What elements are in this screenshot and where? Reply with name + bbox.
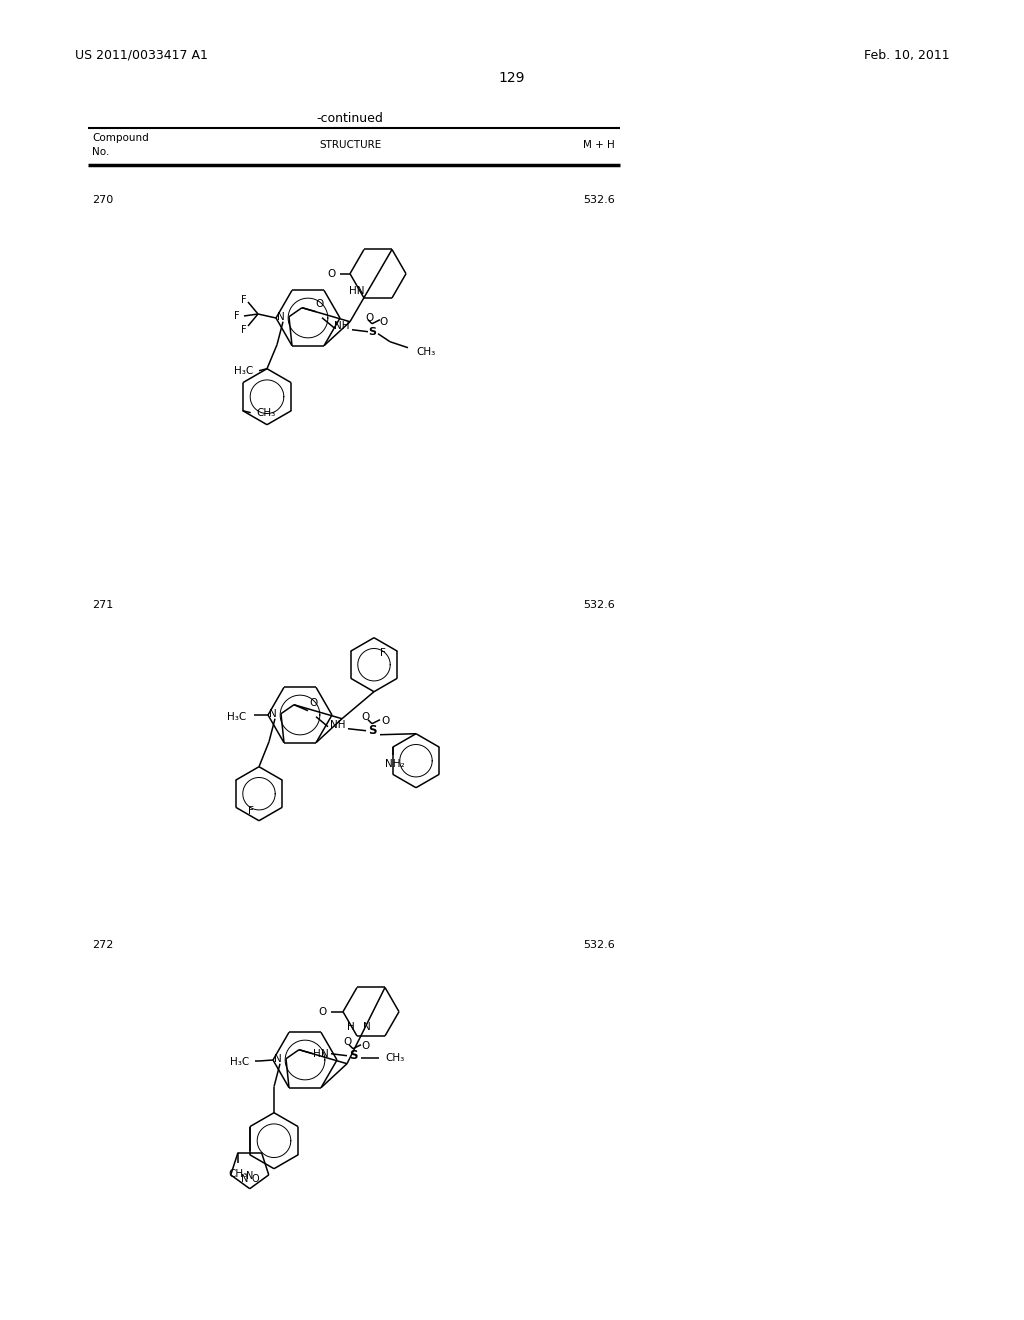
Text: US 2011/0033417 A1: US 2011/0033417 A1 bbox=[75, 49, 208, 62]
Text: NH₂: NH₂ bbox=[385, 759, 404, 770]
Text: M + H: M + H bbox=[584, 140, 615, 150]
Text: O: O bbox=[251, 1173, 259, 1184]
Text: H₃C: H₃C bbox=[226, 711, 246, 722]
Text: NH: NH bbox=[334, 321, 350, 331]
Text: No.: No. bbox=[92, 147, 110, 157]
Text: F: F bbox=[248, 807, 254, 816]
Text: H₃C: H₃C bbox=[229, 1057, 249, 1067]
Text: N: N bbox=[246, 1171, 253, 1180]
Text: HN: HN bbox=[348, 286, 364, 296]
Text: O: O bbox=[366, 313, 374, 322]
Text: 532.6: 532.6 bbox=[584, 940, 615, 950]
Text: H₃C: H₃C bbox=[233, 366, 253, 376]
Text: H: H bbox=[347, 1022, 355, 1032]
Text: 129: 129 bbox=[499, 71, 525, 84]
Text: N: N bbox=[322, 1048, 329, 1059]
Text: CH₃: CH₃ bbox=[417, 347, 435, 356]
Text: O: O bbox=[328, 269, 336, 279]
Text: O: O bbox=[315, 298, 325, 309]
Text: F: F bbox=[242, 325, 247, 335]
Text: Feb. 10, 2011: Feb. 10, 2011 bbox=[864, 49, 950, 62]
Text: S: S bbox=[349, 1049, 357, 1063]
Text: N: N bbox=[362, 1022, 371, 1032]
Text: NH: NH bbox=[331, 719, 346, 730]
Text: O: O bbox=[361, 711, 370, 722]
Text: O: O bbox=[318, 1007, 327, 1016]
Text: N: N bbox=[274, 1053, 282, 1064]
Text: S: S bbox=[368, 725, 376, 737]
Text: O: O bbox=[310, 698, 318, 708]
Text: 272: 272 bbox=[92, 940, 114, 950]
Text: O: O bbox=[343, 1036, 351, 1047]
Text: O: O bbox=[382, 715, 390, 726]
Text: -continued: -continued bbox=[316, 111, 383, 124]
Text: O: O bbox=[360, 1040, 369, 1051]
Text: N: N bbox=[269, 709, 276, 718]
Text: CH₃: CH₃ bbox=[257, 408, 276, 417]
Text: F: F bbox=[242, 294, 247, 305]
Text: 271: 271 bbox=[92, 601, 114, 610]
Text: F: F bbox=[234, 312, 240, 321]
Text: 532.6: 532.6 bbox=[584, 601, 615, 610]
Text: S: S bbox=[368, 327, 376, 337]
Text: N: N bbox=[278, 312, 285, 322]
Text: CH₃: CH₃ bbox=[385, 1053, 404, 1063]
Text: CH₃: CH₃ bbox=[228, 1168, 248, 1179]
Text: F: F bbox=[380, 648, 385, 659]
Text: 270: 270 bbox=[92, 195, 114, 205]
Text: Compound: Compound bbox=[92, 133, 148, 143]
Text: H: H bbox=[313, 1048, 321, 1059]
Text: STRUCTURE: STRUCTURE bbox=[318, 140, 381, 150]
Text: N: N bbox=[241, 1173, 248, 1184]
Text: 532.6: 532.6 bbox=[584, 195, 615, 205]
Text: O: O bbox=[380, 317, 388, 327]
